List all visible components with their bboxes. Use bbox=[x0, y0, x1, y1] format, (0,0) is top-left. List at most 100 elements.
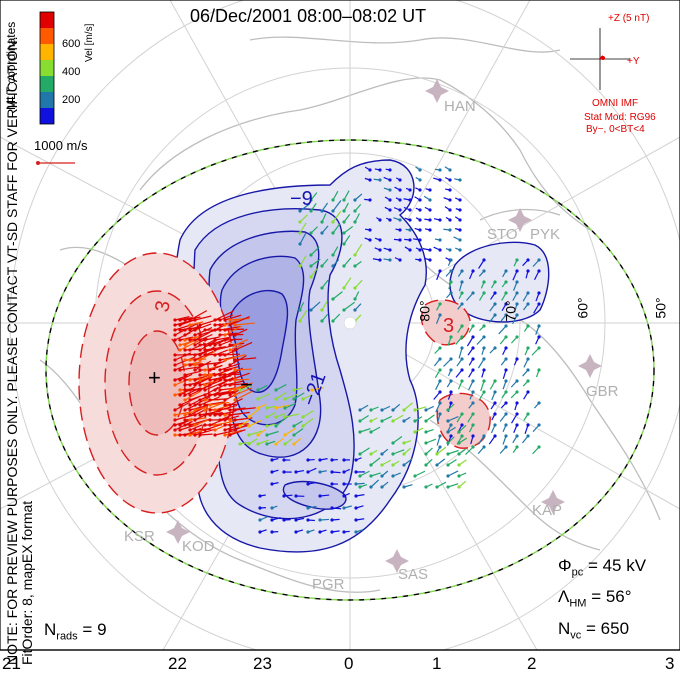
vector-origin bbox=[368, 198, 372, 202]
vector-origin bbox=[193, 383, 197, 387]
vector-origin bbox=[270, 530, 274, 534]
vector-origin bbox=[342, 231, 346, 235]
vector-origin bbox=[398, 228, 402, 232]
vector-origin bbox=[537, 445, 541, 449]
velocity-vector bbox=[239, 420, 250, 427]
colorbar-swatch bbox=[40, 76, 54, 92]
velocity-vector bbox=[311, 387, 324, 391]
velocity-vector bbox=[512, 270, 518, 281]
velocity-vector bbox=[359, 470, 370, 477]
vector-origin bbox=[537, 368, 541, 372]
vector-origin bbox=[448, 228, 452, 232]
velocity-vector bbox=[219, 410, 235, 416]
vector-origin bbox=[265, 442, 269, 446]
vector-origin bbox=[449, 357, 453, 361]
velocity-vector bbox=[478, 259, 485, 269]
vector-origin bbox=[228, 393, 232, 397]
vector-origin bbox=[504, 445, 508, 449]
vector-origin bbox=[515, 379, 519, 383]
vector-origin bbox=[309, 231, 313, 235]
vector-origin bbox=[270, 506, 274, 510]
vector-origin bbox=[292, 433, 296, 437]
velocity-vector bbox=[332, 200, 342, 212]
vector-origin bbox=[504, 291, 508, 295]
vector-origin bbox=[458, 228, 462, 232]
vector-origin bbox=[504, 280, 508, 284]
vector-origin bbox=[198, 323, 202, 327]
vector-origin bbox=[233, 423, 237, 427]
velocity-vector bbox=[189, 321, 204, 326]
vector-origin bbox=[188, 388, 192, 392]
velocity-vector bbox=[435, 380, 441, 390]
vector-origin bbox=[493, 346, 497, 350]
vector-origin bbox=[388, 218, 392, 222]
vector-origin bbox=[446, 463, 450, 467]
velocity-vector bbox=[257, 384, 268, 391]
vector-origin bbox=[188, 358, 192, 362]
vector-origin bbox=[526, 346, 530, 350]
velocity-vector bbox=[257, 439, 269, 445]
coordinate-system-label: MLT coordinates bbox=[4, 21, 18, 110]
vector-origin bbox=[460, 324, 464, 328]
vector-origin bbox=[515, 313, 519, 317]
imf-z-label: +Z (5 nT) bbox=[608, 13, 650, 24]
velocity-vector bbox=[174, 411, 191, 416]
imf-dial bbox=[570, 28, 630, 90]
vector-origin bbox=[449, 280, 453, 284]
vector-origin bbox=[471, 269, 475, 273]
vector-origin bbox=[515, 357, 519, 361]
vector-origin bbox=[493, 313, 497, 317]
vector-origin bbox=[178, 378, 182, 382]
velocity-vector bbox=[425, 438, 437, 444]
vector-origin bbox=[537, 335, 541, 339]
vector-origin bbox=[457, 452, 461, 456]
velocity-vector bbox=[480, 380, 485, 392]
vector-origin bbox=[418, 228, 422, 232]
vector-origin bbox=[369, 408, 373, 412]
vector-origin bbox=[198, 388, 202, 392]
vector-origin bbox=[228, 343, 232, 347]
vector-origin bbox=[460, 335, 464, 339]
vector-origin bbox=[218, 418, 222, 422]
vector-origin bbox=[493, 412, 497, 416]
vector-origin bbox=[294, 518, 298, 522]
vector-origin bbox=[256, 397, 260, 401]
vector-origin bbox=[306, 458, 310, 462]
vector-origin bbox=[218, 353, 222, 357]
vector-origin bbox=[173, 338, 177, 342]
vector-origin bbox=[331, 297, 335, 301]
contour-label-pos-3b: 3 bbox=[443, 315, 455, 337]
vector-origin bbox=[256, 442, 260, 446]
vector-origin bbox=[309, 308, 313, 312]
vector-origin bbox=[424, 452, 428, 456]
mlt-label-0: 0 bbox=[344, 654, 354, 673]
vector-origin bbox=[188, 383, 192, 387]
velocity-vector bbox=[403, 458, 413, 466]
vector-origin bbox=[526, 324, 530, 328]
vector-origin bbox=[188, 323, 192, 327]
vector-origin bbox=[342, 308, 346, 312]
vector-origin bbox=[438, 434, 442, 438]
vector-origin bbox=[320, 209, 324, 213]
velocity-vector bbox=[343, 190, 350, 201]
vector-origin bbox=[213, 388, 217, 392]
vector-origin bbox=[274, 397, 278, 401]
colorbar-tick-600: 600 bbox=[62, 38, 81, 50]
velocity-vector bbox=[224, 314, 242, 321]
vector-origin bbox=[460, 346, 464, 350]
vector-origin bbox=[526, 368, 530, 372]
vector-origin bbox=[213, 338, 217, 342]
vector-origin bbox=[342, 220, 346, 224]
vector-origin bbox=[331, 253, 335, 257]
velocity-vector bbox=[443, 358, 452, 367]
vector-origin bbox=[408, 198, 412, 202]
vector-origin bbox=[183, 418, 187, 422]
vector-origin bbox=[183, 393, 187, 397]
velocity-vector bbox=[204, 412, 223, 416]
vector-origin bbox=[318, 470, 322, 474]
vector-origin bbox=[247, 415, 251, 419]
vector-origin bbox=[493, 434, 497, 438]
vector-origin bbox=[301, 424, 305, 428]
vector-origin bbox=[369, 419, 373, 423]
imf-condition: By−, 0<BT<4 bbox=[586, 124, 645, 135]
